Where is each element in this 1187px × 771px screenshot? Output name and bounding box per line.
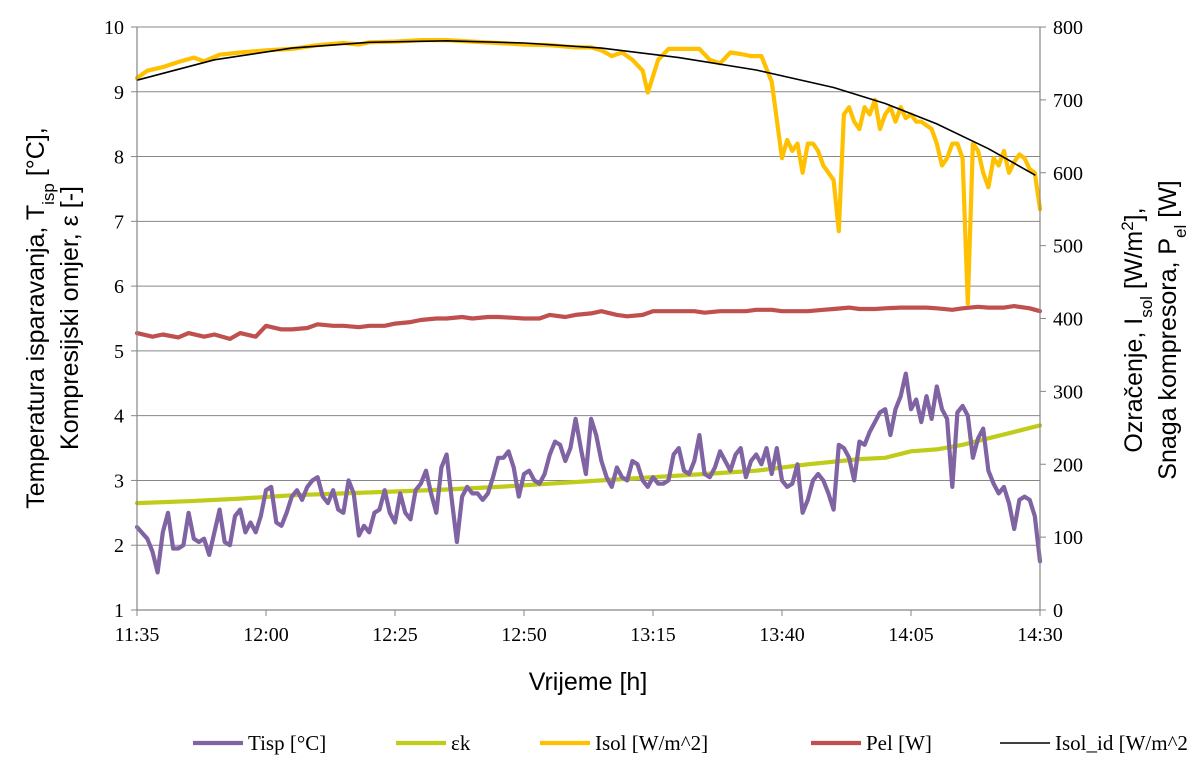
x-tick-label: 13:15 [630, 624, 676, 646]
series-line [136, 40, 1036, 176]
left-tick-label: 10 [104, 17, 124, 39]
legend-label: Isol [W/m^2] [595, 731, 708, 755]
right-axis-title-subscript: sol [1137, 296, 1156, 318]
right-axis-title-part: Snaga kompresora, P [1154, 238, 1182, 480]
right-tick-label: 500 [1053, 236, 1083, 258]
left-axis-title-subscript: isp [39, 183, 58, 205]
right-axis-title-superscript: 2 [1118, 221, 1137, 230]
left-tick-label: 3 [114, 470, 124, 492]
x-tick-label: 12:00 [243, 624, 289, 646]
right-axis-title: Ozračenje, Isol [W/m2], Snaga kompresora… [1118, 180, 1187, 479]
right-tick-label: 100 [1053, 527, 1083, 549]
x-tick-label: 12:25 [372, 624, 418, 646]
left-axis-title-part: Temperatura isparavanja, T [22, 205, 50, 509]
right-tick-label: 400 [1053, 309, 1083, 331]
left-tick-label: 8 [114, 147, 124, 169]
left-tick-label: 5 [114, 341, 124, 363]
right-tick-label: 200 [1053, 454, 1083, 476]
series-lines [134, 38, 1043, 575]
legend-label: Pel [W] [866, 731, 932, 755]
legend-label: Isol_id [W/m^2] [1055, 731, 1187, 755]
svg-text:Temperatura isparavanja, Tisp: Temperatura isparavanja, Tisp [°C], [22, 127, 58, 508]
series-line [134, 371, 1043, 575]
x-axis-ticks: 11:35 12:00 12:25 12:50 13:15 13:40 14:05 14:30 [115, 610, 1063, 646]
x-tick-label: 13:40 [759, 624, 805, 646]
left-tick-label: 9 [114, 82, 124, 104]
svg-text:Ozračenje, Isol [W/m2],: Ozračenje, Isol [W/m2], [1118, 207, 1156, 452]
x-axis-title: Vrijeme [h] [529, 668, 648, 696]
x-tick-label: 14:30 [1017, 624, 1063, 646]
left-tick-label: 6 [114, 276, 124, 298]
right-axis-title-part: Ozračenje, I [1120, 318, 1148, 453]
left-tick-label: 7 [114, 211, 124, 233]
right-tick-label: 300 [1053, 381, 1083, 403]
legend-label: εk [451, 731, 471, 755]
x-tick-label: 11:35 [115, 624, 160, 646]
right-tick-label: 0 [1053, 600, 1063, 622]
right-axis-title-part: ], [1120, 207, 1148, 221]
right-axis-title-part: [W/m [1120, 231, 1148, 296]
left-axis-ticks: 1 2 3 4 5 6 7 8 9 10 [104, 17, 137, 622]
right-tick-label: 600 [1053, 163, 1083, 185]
left-axis-title: Temperatura isparavanja, Tisp [°C], Komp… [22, 127, 84, 508]
right-tick-label: 700 [1053, 90, 1083, 112]
right-axis-title-part: [W] [1154, 180, 1182, 224]
left-tick-label: 2 [114, 535, 124, 557]
x-tick-label: 14:05 [888, 624, 934, 646]
legend: Tisp [°C] εk Isol [W/m^2] Pel [W] Isol_id [W… [193, 731, 1187, 755]
left-tick-label: 1 [114, 600, 124, 622]
right-tick-label: 800 [1053, 17, 1083, 39]
series-line [134, 38, 1043, 306]
left-tick-label: 4 [114, 406, 124, 428]
svg-text:Snaga kompresora, Pel [W]: Snaga kompresora, Pel [W] [1154, 180, 1187, 479]
legend-label: Tisp [°C] [248, 731, 326, 755]
series-line [134, 304, 1043, 341]
left-axis-title-line2: Kompresijski omjer, ε [-] [56, 186, 84, 450]
right-axis-ticks: 0 100 200 300 400 500 600 700 800 [1040, 17, 1083, 622]
x-tick-label: 12:50 [501, 624, 547, 646]
left-axis-title-part: [°C], [22, 127, 50, 183]
right-axis-title-subscript: el [1171, 225, 1187, 238]
gridlines [137, 26, 1040, 546]
